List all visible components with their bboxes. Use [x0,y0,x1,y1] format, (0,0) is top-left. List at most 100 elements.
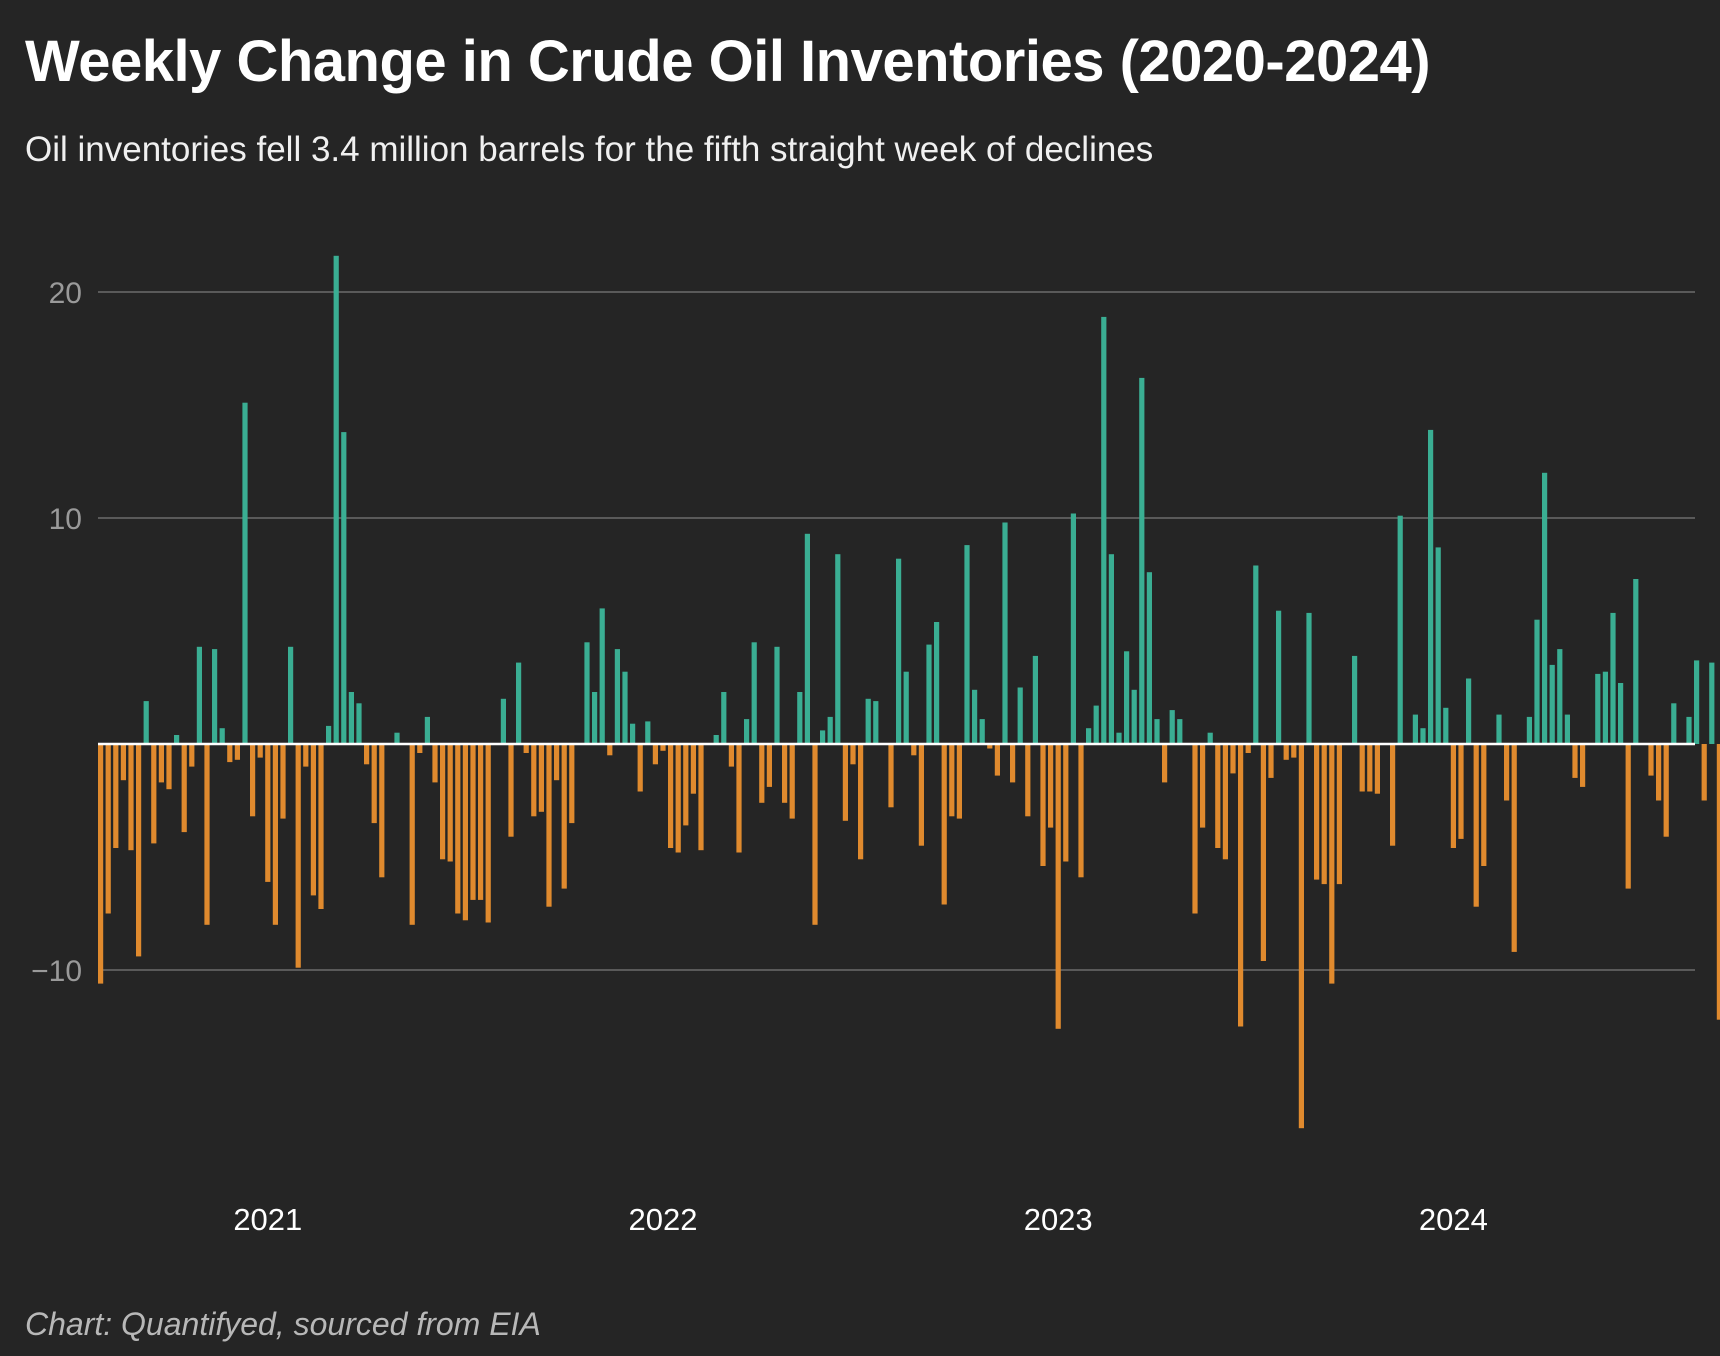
bar [1010,744,1016,783]
bar [105,744,111,914]
bar [789,744,795,819]
bar [713,735,719,744]
bar [652,744,658,765]
y-tick-label: 10 [49,503,82,536]
bar [1466,678,1472,744]
bar [926,644,932,744]
bar [272,744,278,925]
bar [234,744,240,760]
bar [1443,707,1449,744]
bar [546,744,552,907]
bar [1040,744,1046,866]
bar [690,744,696,794]
bar [1086,728,1092,744]
bar [394,732,400,744]
bar [1108,554,1114,744]
bar [227,744,233,763]
bar [516,662,522,744]
bar [432,744,438,783]
bar [1656,744,1662,801]
bar [265,744,271,882]
bar [934,622,940,744]
bar [1306,612,1312,744]
bar [1625,744,1631,889]
bar [1648,744,1654,776]
bar [1572,744,1578,778]
bar [1526,716,1532,744]
bar [721,692,727,744]
bar [1610,612,1616,744]
bar [1374,744,1380,794]
bar [1671,703,1677,744]
bar [447,744,453,862]
bar [1131,689,1137,744]
bar [782,744,788,803]
bar [1458,744,1464,839]
x-tick-label: 2024 [1419,1202,1488,1237]
bar [1716,744,1720,1020]
bar [1329,744,1335,984]
bar [1496,714,1502,744]
bar [584,642,590,744]
bar [136,744,142,957]
bar [1070,513,1076,744]
bar [523,744,529,753]
bar [364,744,370,765]
bar [379,744,385,878]
bar [987,744,993,749]
bar [1397,515,1403,744]
bar [820,730,826,744]
bar [1557,649,1563,744]
bar [1420,728,1426,744]
bar [1352,655,1358,744]
bar [318,744,324,909]
bar [1268,744,1274,778]
bar [1367,744,1373,792]
bar [242,402,248,744]
bar [1473,744,1479,907]
bar [812,744,818,925]
bar [1276,610,1282,744]
bar [1245,744,1251,753]
bar [660,744,666,751]
bar [500,698,506,744]
bar [196,646,202,744]
bar [1564,714,1570,744]
bar [1542,472,1548,744]
bar [850,744,856,765]
bar [896,558,902,744]
bar [1169,710,1175,744]
bar [1504,744,1510,801]
bar [409,744,415,925]
bar [1230,744,1236,774]
bar [554,744,560,781]
bar [804,533,810,744]
bar [166,744,172,790]
bar [1686,716,1692,744]
bar [766,744,772,787]
bar [698,744,704,851]
bar [599,608,605,744]
bar [1101,316,1107,744]
bar [1663,744,1669,837]
bar [508,744,514,837]
bar [1314,744,1320,880]
bar [941,744,947,905]
bar-chart: 20 10 −10 2021 2022 2023 2024 [31,255,1720,1237]
bar [440,744,446,860]
chart-subtitle: Oil inventories fell 3.4 million barrels… [25,130,1154,169]
bar [797,692,803,744]
bar [956,744,962,819]
bar [1390,744,1396,846]
bar [462,744,468,921]
bar [1222,744,1228,860]
bar [181,744,187,833]
bar [1298,744,1304,1129]
bar [295,744,301,968]
bar [1025,744,1031,817]
bar [637,744,643,792]
bar [1048,744,1054,828]
bar [1002,522,1008,744]
bar [341,432,347,744]
bar [1511,744,1517,952]
